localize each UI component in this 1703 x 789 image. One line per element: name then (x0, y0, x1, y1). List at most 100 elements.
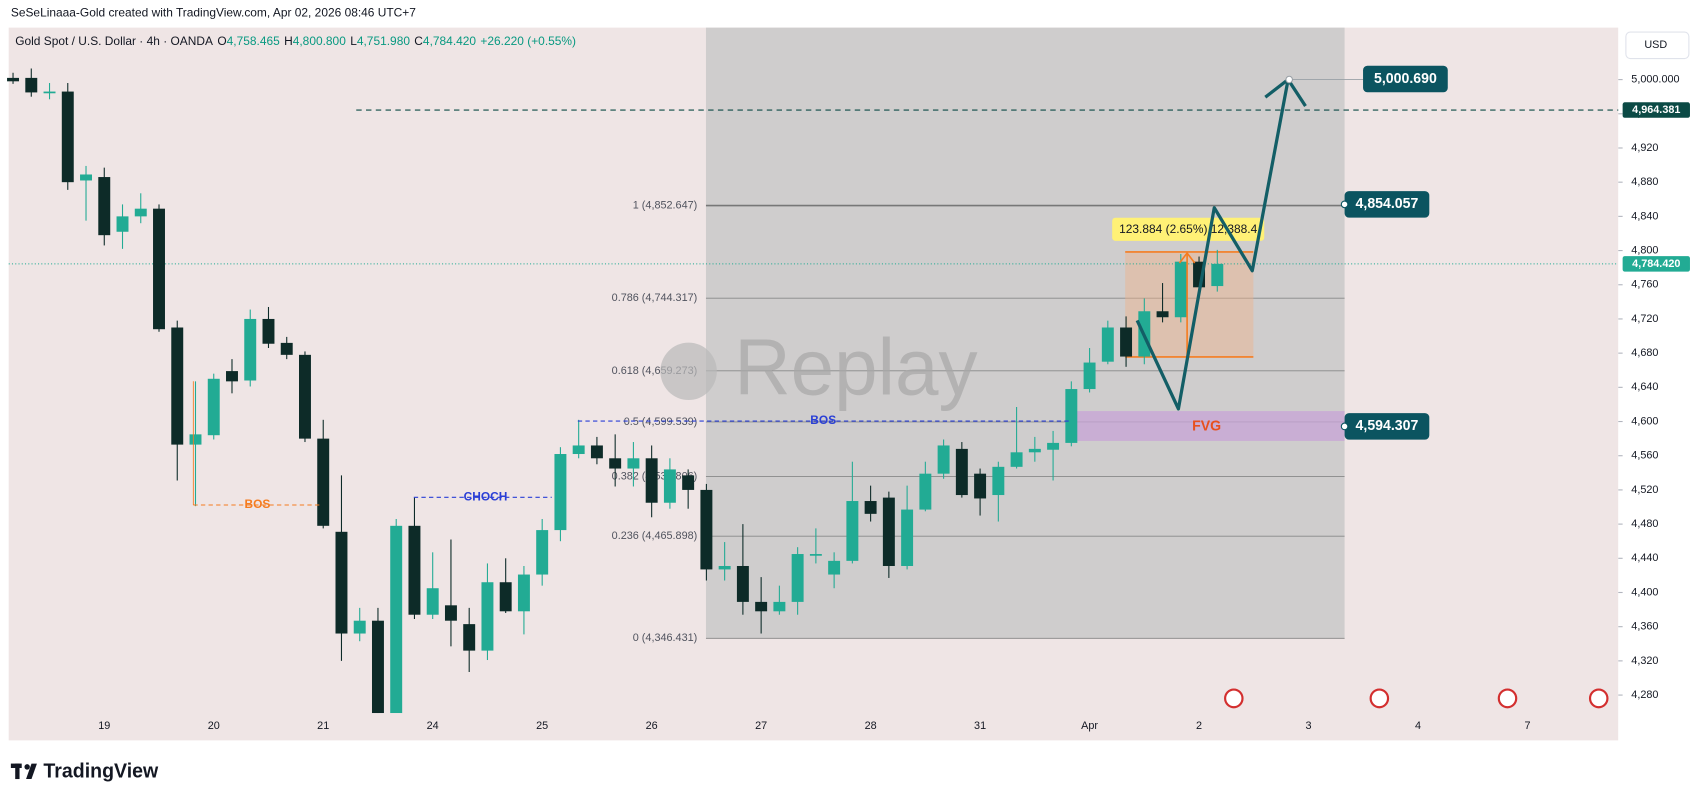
candle-body (1028, 448, 1041, 453)
candle-body (262, 318, 275, 344)
x-tick-label: 31 (974, 720, 986, 732)
y-tick-label: 4,800 (1631, 244, 1658, 256)
fib-label: 0.5 (4,599.539) (624, 416, 698, 428)
candle-body (1120, 327, 1133, 357)
target-box (1344, 413, 1430, 440)
price-axis-background (1618, 27, 1703, 741)
measure-label-box (1112, 217, 1265, 241)
target-anchor (1340, 200, 1349, 209)
currency-button[interactable] (1625, 31, 1690, 60)
axes-group: 4,280 4,320 4,360 4,400 4,440 4,480 4,520 4,560… (98, 73, 1690, 732)
measure-arrow-head (1178, 251, 1196, 264)
candle-body (1065, 389, 1078, 443)
fvg-label: FVG (1192, 418, 1221, 434)
lines-group (8, 109, 1619, 265)
target-label: 5,000.690 (1374, 71, 1437, 87)
candle-body (1101, 327, 1114, 362)
event-flag[interactable] (1588, 688, 1609, 709)
y-tick-label: 4,520 (1631, 484, 1658, 496)
candle-body (517, 574, 530, 612)
candle-body (207, 378, 220, 436)
candle-body (1047, 442, 1060, 450)
price-line-box (1622, 102, 1690, 118)
y-tick-label: 4,400 (1631, 586, 1658, 598)
legend-key: H (284, 34, 293, 48)
candle-body (645, 458, 658, 503)
currency: USD (1644, 39, 1667, 51)
event-flag[interactable] (1497, 688, 1518, 709)
candle-body (481, 582, 494, 651)
candle-body (499, 582, 512, 612)
legend-change: +26.220 (+0.55%) (480, 34, 576, 48)
y-tick-label: 4,560 (1631, 450, 1658, 462)
candle-body (371, 620, 384, 714)
y-tick-label: 4,720 (1631, 313, 1658, 325)
y-tick-label: 4,320 (1631, 655, 1658, 667)
candle-body (426, 588, 439, 615)
x-tick-label: 19 (98, 720, 110, 732)
price-line-label: 4,964.381 (1632, 104, 1680, 116)
y-tick-label: 4,840 (1631, 210, 1658, 222)
y-tick-label: 4,920 (1631, 142, 1658, 154)
candle-body (572, 445, 585, 455)
legend-key: O (217, 34, 226, 48)
candle-body (609, 458, 622, 469)
candle-body (718, 565, 731, 570)
fib-label: 0.786 (4,744.317) (612, 292, 698, 304)
x-tick-label: 25 (536, 720, 548, 732)
brand: TradingView (43, 761, 158, 783)
candle-body (755, 601, 768, 612)
candle-body (61, 91, 74, 183)
candle-body (390, 525, 403, 714)
candle-body (1211, 263, 1224, 287)
x-tick-label: 21 (317, 720, 329, 732)
x-tick-label: 3 (1306, 720, 1312, 732)
y-tick-label: 5,000.000 (1631, 73, 1679, 85)
x-tick-label: 24 (427, 720, 439, 732)
candle-body (317, 438, 330, 526)
candle-body (116, 216, 129, 232)
y-tick-label: 4,360 (1631, 621, 1658, 633)
target-label: 4,854.057 (1356, 196, 1419, 212)
x-tick-label: 7 (1524, 720, 1530, 732)
target-anchor (1285, 75, 1293, 84)
candle-body (682, 475, 695, 490)
y-tick-label: 4,760 (1631, 279, 1658, 291)
candle-body (1083, 362, 1096, 390)
choch-label: CHOCH (464, 489, 508, 503)
candle-body (663, 469, 676, 503)
candle-body (736, 565, 749, 602)
candle-body (153, 208, 165, 330)
measure-label: 123.884 (2.65%) 12,388.4 (1119, 222, 1257, 236)
fib-label: 0.236 (4,465.898) (612, 530, 698, 542)
fib-label: 1 (4,852.647) (633, 199, 698, 211)
watermark: Replay (734, 323, 978, 412)
x-tick-label: 27 (755, 720, 767, 732)
candle-body (554, 454, 567, 531)
event-flag[interactable] (1369, 688, 1390, 709)
y-tick-label: 4,280 (1631, 689, 1658, 701)
header: SeSeLinaaa-Gold created with TradingView… (11, 5, 416, 19)
logo-mark (26, 763, 37, 780)
candle-body (882, 497, 895, 566)
price-line-box (1622, 256, 1690, 272)
projection-path (1135, 79, 1290, 411)
fib-label: 0 (4,346.431) (633, 632, 698, 644)
candle-body (992, 466, 1005, 496)
candle-body (590, 445, 603, 459)
y-tick-label: 4,640 (1631, 381, 1658, 393)
candle-body (25, 77, 38, 93)
x-tick-label: 2 (1196, 720, 1202, 732)
candle-body (43, 91, 56, 94)
logo-mark (24, 764, 30, 770)
candle-body (1156, 311, 1169, 318)
candle-body (7, 77, 20, 82)
fvg-zone (1075, 411, 1345, 441)
event-flag[interactable] (1224, 688, 1244, 709)
legend-value: 4,784.420 (423, 34, 476, 48)
candle-body (1193, 261, 1206, 288)
candle-body (134, 208, 147, 217)
candle-body (919, 473, 932, 510)
legend-value: 4,758.465 (227, 34, 280, 48)
